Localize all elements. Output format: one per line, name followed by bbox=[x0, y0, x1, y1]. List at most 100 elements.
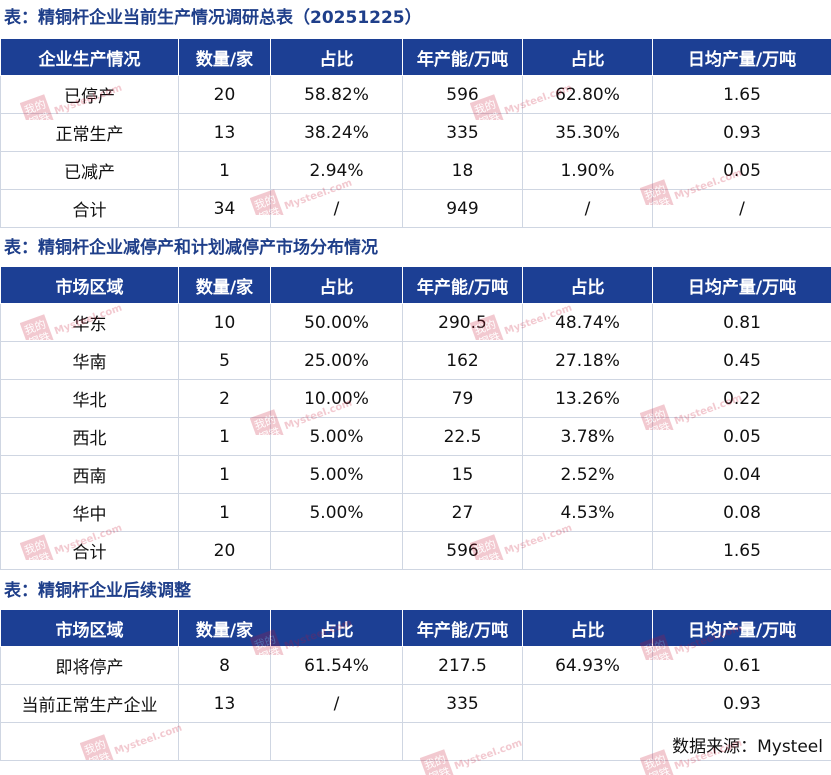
table-row: 已停产 20 58.82% 596 62.80% 1.65 bbox=[1, 76, 831, 114]
table-cell: 64.93% bbox=[523, 647, 653, 685]
table-cell: 0.81 bbox=[653, 304, 831, 342]
table-cell: 335 bbox=[403, 114, 523, 152]
table-cell bbox=[523, 532, 653, 570]
table-cell: 27.18% bbox=[523, 342, 653, 380]
table-cell: 27 bbox=[403, 494, 523, 532]
table-cell bbox=[271, 723, 403, 761]
header-cell: 占比 bbox=[271, 39, 403, 76]
table-cell: 3.78% bbox=[523, 418, 653, 456]
header-cell: 数量/家 bbox=[179, 267, 271, 304]
table-cell: / bbox=[523, 190, 653, 228]
table-cell: 61.54% bbox=[271, 647, 403, 685]
table-cell: 5 bbox=[179, 342, 271, 380]
table-cell: 西南 bbox=[1, 456, 179, 494]
table-cell: 20 bbox=[179, 532, 271, 570]
table-cell: 2.52% bbox=[523, 456, 653, 494]
table-cell: 58.82% bbox=[271, 76, 403, 114]
header-cell: 企业生产情况 bbox=[1, 39, 179, 76]
table-cell: 22.5 bbox=[403, 418, 523, 456]
table-row: 西南 1 5.00% 15 2.52% 0.04 bbox=[1, 456, 831, 494]
table-cell: 48.74% bbox=[523, 304, 653, 342]
table-cell: 0.22 bbox=[653, 380, 831, 418]
table-cell: 10 bbox=[179, 304, 271, 342]
table-cell: 0.93 bbox=[653, 114, 831, 152]
table-row: 合计 20 596 1.65 bbox=[1, 532, 831, 570]
table-cell bbox=[1, 723, 179, 761]
table-cell: 335 bbox=[403, 685, 523, 723]
table-cell: 0.93 bbox=[653, 685, 831, 723]
table-cell: 5.00% bbox=[271, 494, 403, 532]
table-cell: 8 bbox=[179, 647, 271, 685]
table-cell: 162 bbox=[403, 342, 523, 380]
table-header-row: 市场区域 数量/家 占比 年产能/万吨 占比 日均产量/万吨 bbox=[1, 267, 831, 304]
table-cell: 正常生产 bbox=[1, 114, 179, 152]
svg-text:钢铁: 钢铁 bbox=[647, 765, 672, 775]
table-cell: 1 bbox=[179, 418, 271, 456]
table-cell: / bbox=[271, 190, 403, 228]
production-status-table: 企业生产情况 数量/家 占比 年产能/万吨 占比 日均产量/万吨 已停产 20 … bbox=[0, 38, 831, 228]
table-cell: 2 bbox=[179, 380, 271, 418]
table-cell: 华北 bbox=[1, 380, 179, 418]
header-cell: 占比 bbox=[523, 610, 653, 647]
table-row: 华南 5 25.00% 162 27.18% 0.45 bbox=[1, 342, 831, 380]
table-row: 合计 34 / 949 / / bbox=[1, 190, 831, 228]
table-cell: 79 bbox=[403, 380, 523, 418]
table-cell: 已停产 bbox=[1, 76, 179, 114]
table-cell: 13 bbox=[179, 114, 271, 152]
table-cell bbox=[523, 685, 653, 723]
table-cell: 25.00% bbox=[271, 342, 403, 380]
svg-text:钢铁: 钢铁 bbox=[427, 765, 452, 775]
table-cell: 华东 bbox=[1, 304, 179, 342]
section1-title: 表：精铜杆企业当前生产情况调研总表（20251225） bbox=[4, 6, 422, 30]
header-cell: 数量/家 bbox=[179, 610, 271, 647]
table-cell: 合计 bbox=[1, 190, 179, 228]
table-cell: 0.45 bbox=[653, 342, 831, 380]
table-cell: 62.80% bbox=[523, 76, 653, 114]
table-row: 当前正常生产企业 13 / 335 0.93 bbox=[1, 685, 831, 723]
table-cell: 1.65 bbox=[653, 76, 831, 114]
table-cell: 2.94% bbox=[271, 152, 403, 190]
header-cell: 市场区域 bbox=[1, 267, 179, 304]
table-cell: 10.00% bbox=[271, 380, 403, 418]
table-cell: / bbox=[653, 190, 831, 228]
table-cell bbox=[271, 532, 403, 570]
table-cell: 0.04 bbox=[653, 456, 831, 494]
table-cell bbox=[523, 723, 653, 761]
table-cell: 1 bbox=[179, 494, 271, 532]
table-row: 西北 1 5.00% 22.5 3.78% 0.05 bbox=[1, 418, 831, 456]
header-cell: 年产能/万吨 bbox=[403, 267, 523, 304]
section3-title: 表：精铜杆企业后续调整 bbox=[4, 579, 191, 603]
table-cell: 217.5 bbox=[403, 647, 523, 685]
header-cell: 占比 bbox=[523, 39, 653, 76]
table-cell: 1 bbox=[179, 152, 271, 190]
table-cell: 1.90% bbox=[523, 152, 653, 190]
table-cell: 合计 bbox=[1, 532, 179, 570]
table-cell: 0.05 bbox=[653, 418, 831, 456]
table-cell: 34 bbox=[179, 190, 271, 228]
table-row: 华中 1 5.00% 27 4.53% 0.08 bbox=[1, 494, 831, 532]
header-cell: 日均产量/万吨 bbox=[653, 610, 831, 647]
table-cell: 0.61 bbox=[653, 647, 831, 685]
section2-title: 表：精铜杆企业减停产和计划减停产市场分布情况 bbox=[4, 236, 378, 260]
table-row: 正常生产 13 38.24% 335 35.30% 0.93 bbox=[1, 114, 831, 152]
table-header-row: 市场区域 数量/家 占比 年产能/万吨 占比 日均产量/万吨 bbox=[1, 610, 831, 647]
header-cell: 日均产量/万吨 bbox=[653, 39, 831, 76]
table-cell: 即将停产 bbox=[1, 647, 179, 685]
header-cell: 市场区域 bbox=[1, 610, 179, 647]
table-cell: 596 bbox=[403, 76, 523, 114]
header-cell: 数量/家 bbox=[179, 39, 271, 76]
table-cell: 38.24% bbox=[271, 114, 403, 152]
table-cell: 13 bbox=[179, 685, 271, 723]
table-row: 即将停产 8 61.54% 217.5 64.93% 0.61 bbox=[1, 647, 831, 685]
table-cell: 0.05 bbox=[653, 152, 831, 190]
table-cell: 华中 bbox=[1, 494, 179, 532]
table-cell: 18 bbox=[403, 152, 523, 190]
table-cell: 4.53% bbox=[523, 494, 653, 532]
table-cell bbox=[403, 723, 523, 761]
table-cell: / bbox=[271, 685, 403, 723]
table-cell: 华南 bbox=[1, 342, 179, 380]
table-cell: 596 bbox=[403, 532, 523, 570]
header-cell: 占比 bbox=[271, 267, 403, 304]
header-cell: 占比 bbox=[523, 267, 653, 304]
